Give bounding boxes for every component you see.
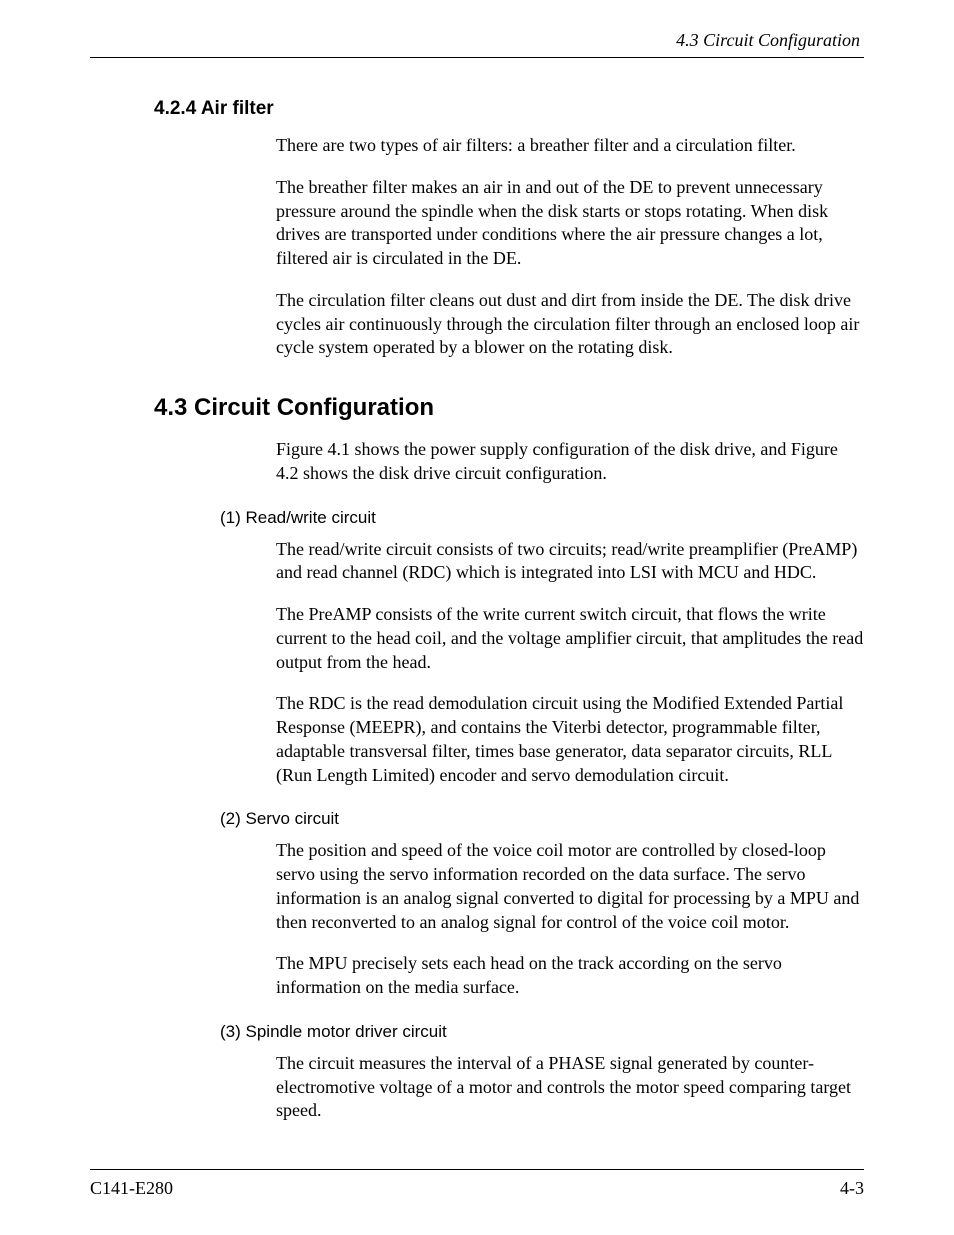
footer-row: C141-E280 4-3 (90, 1178, 864, 1199)
heading-4-3: 4.3 Circuit Configuration (154, 394, 864, 422)
page: 4.3 Circuit Configuration 4.2.4 Air filt… (0, 0, 954, 1235)
para-424-2: The breather filter makes an air in and … (276, 176, 864, 271)
heading-item-3: (3) Spindle motor driver circuit (220, 1022, 864, 1042)
footer-doc-id: C141-E280 (90, 1178, 173, 1199)
heading-item-1: (1) Read/write circuit (220, 508, 864, 528)
footer-page-number: 4-3 (840, 1178, 864, 1199)
para-item2-2: The MPU precisely sets each head on the … (276, 952, 864, 1000)
para-424-1: There are two types of air filters: a br… (276, 134, 864, 158)
para-item2-1: The position and speed of the voice coil… (276, 839, 864, 934)
para-424-3: The circulation filter cleans out dust a… (276, 289, 864, 360)
page-footer: C141-E280 4-3 (90, 1169, 864, 1199)
running-header: 4.3 Circuit Configuration (90, 30, 864, 51)
para-item1-2: The PreAMP consists of the write current… (276, 603, 864, 674)
para-item1-3: The RDC is the read demodulation circuit… (276, 692, 864, 787)
header-rule (90, 57, 864, 58)
para-43-intro: Figure 4.1 shows the power supply config… (276, 438, 864, 486)
footer-rule (90, 1169, 864, 1170)
heading-4-2-4: 4.2.4 Air filter (154, 98, 864, 120)
heading-item-2: (2) Servo circuit (220, 809, 864, 829)
para-item1-1: The read/write circuit consists of two c… (276, 538, 864, 586)
para-item3-1: The circuit measures the interval of a P… (276, 1052, 864, 1123)
